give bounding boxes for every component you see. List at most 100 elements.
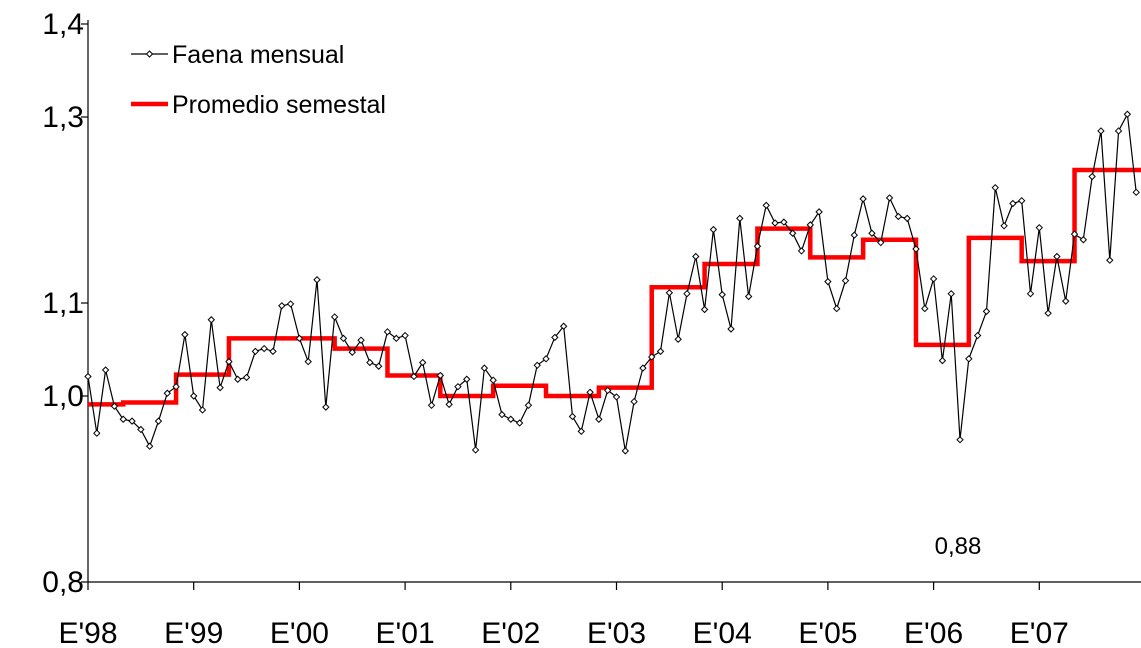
faena-mensual-point (639, 364, 647, 372)
x-tick-label: E'03 (587, 617, 646, 648)
faena-mensual-point (374, 362, 383, 370)
faena-mensual-point (339, 334, 348, 343)
faena-mensual-point (189, 392, 198, 400)
faena-mensual-point (1114, 127, 1123, 135)
faena-mensual-point (1079, 236, 1088, 244)
faena-mensual-point (128, 417, 136, 425)
y-tick-label: 1,3 (42, 101, 84, 134)
faena-mensual-point (921, 304, 929, 313)
faena-mensual-point (648, 353, 656, 361)
faena-mensual-point (507, 415, 515, 423)
faena-mensual-point (1026, 289, 1035, 298)
faena-mensual-point (744, 292, 753, 301)
faena-mensual-point (163, 389, 171, 397)
faena-mensual-point (797, 247, 806, 255)
faena-mensual-point (780, 218, 788, 226)
faena-mensual-point (903, 214, 911, 223)
faena-mensual-point (533, 361, 541, 370)
faena-mensual-point (234, 375, 242, 383)
faena-mensual-point (278, 302, 286, 310)
faena-mensual-point (410, 372, 418, 381)
faena-mensual-point (242, 373, 251, 382)
y-tick-label: 1,4 (42, 8, 84, 41)
faena-mensual-point (383, 328, 392, 336)
faena-mensual-point (110, 402, 119, 410)
faena-mensual-point (1106, 256, 1114, 264)
faena-mensual-point (1017, 196, 1026, 205)
faena-mensual-point (1053, 252, 1061, 261)
faena-mensual-point (286, 300, 295, 308)
faena-mensual-point (850, 231, 859, 239)
faena-mensual-point (568, 412, 577, 421)
faena-mensual-point (1000, 222, 1008, 230)
faena-mensual-point (207, 316, 216, 324)
faena-mensual-point (709, 225, 718, 234)
x-tick-label: E'07 (1010, 617, 1069, 648)
faena-mensual-point (498, 410, 506, 419)
faena-mensual-point (260, 344, 268, 353)
faena-mensual-point (1088, 172, 1096, 181)
faena-mensual-point (1123, 110, 1132, 118)
faena-mensual-point (965, 355, 973, 363)
faena-mensual-point (392, 334, 400, 343)
faena-mensual-point (1097, 127, 1105, 135)
faena-mensual-point (868, 229, 876, 237)
faena-mensual-point (912, 245, 920, 253)
faena-mensual-point (551, 333, 559, 342)
x-tick-label: E'04 (693, 617, 752, 648)
faena-mensual-point (348, 348, 356, 356)
faena-mensual-point (101, 366, 110, 374)
faena-mensual-point (445, 400, 453, 409)
promedio-semestal-line (88, 167, 1141, 407)
faena-mensual-point (419, 358, 427, 367)
faena-mensual-point (603, 386, 612, 395)
faena-mensual-point (489, 376, 497, 384)
faena-mensual-point (454, 382, 462, 391)
faena-mensual-point (700, 305, 709, 314)
faena-mensual-point (938, 356, 947, 365)
faena-mensual-point (559, 322, 568, 330)
faena-mensual-point (771, 219, 779, 227)
faena-mensual-point (93, 429, 101, 437)
faena-mensual-point (806, 221, 814, 229)
y-tick-label: 1,1 (42, 287, 84, 320)
legend-promedio-label: Promedio semestal (172, 91, 386, 119)
faena-mensual-point (436, 371, 445, 380)
faena-mensual-point (1062, 297, 1070, 305)
faena-mensual-point (762, 201, 770, 210)
legend-faena-marker (145, 50, 154, 58)
faena-mensual-point (586, 388, 594, 396)
faena-mensual-point (841, 276, 850, 285)
faena-mensual-point (154, 417, 163, 425)
faena-mensual-point (225, 357, 233, 366)
faena-mensual-point (330, 313, 339, 321)
faena-mensual-point (577, 427, 585, 436)
faena-mensual-point (295, 334, 304, 343)
series-layer (84, 110, 1141, 455)
faena-mensual-point (181, 330, 189, 339)
faena-mensual-point (973, 331, 982, 340)
faena-mensual-point (692, 252, 700, 261)
faena-mensual-point (1009, 199, 1017, 208)
faena-mensual-point (198, 406, 207, 414)
y-tick-label: 1,0 (42, 380, 84, 413)
x-tick-label: E'06 (904, 617, 963, 648)
faena-mensual-point (885, 194, 894, 202)
faena-mensual-point (137, 425, 145, 434)
faena-mensual-point (683, 289, 691, 298)
faena-mensual-point (515, 419, 524, 427)
faena-mensual-point (357, 336, 365, 344)
faena-mensual-point (251, 347, 260, 356)
faena-mensual-point (480, 364, 489, 372)
faena-mensual-point (982, 307, 991, 316)
annotation-min-value: 0,88 (935, 533, 982, 560)
faena-mensual-point (172, 382, 180, 391)
faena-mensual-point (524, 401, 533, 410)
faena-mensual-point (815, 208, 823, 216)
legend: Faena mensual Promedio semestal (131, 41, 386, 119)
faena-mensual-point (463, 375, 471, 383)
faena-mensual-point (753, 242, 762, 250)
x-tick-label: E'01 (376, 617, 435, 648)
faena-mensual-point (1132, 188, 1140, 197)
faena-mensual-point (119, 415, 127, 423)
